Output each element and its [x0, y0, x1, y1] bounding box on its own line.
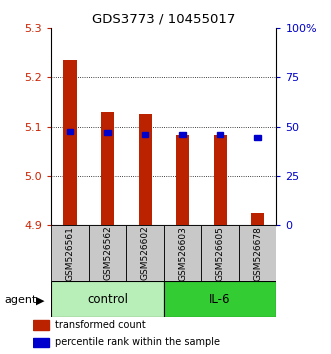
Bar	[213, 135, 227, 225]
Text: GSM526603: GSM526603	[178, 225, 187, 281]
Bar	[51, 225, 89, 281]
Text: GSM526562: GSM526562	[103, 226, 112, 280]
Bar	[179, 132, 186, 137]
Bar	[67, 129, 73, 134]
Text: GSM526602: GSM526602	[141, 226, 150, 280]
Bar	[126, 225, 164, 281]
Title: GDS3773 / 10455017: GDS3773 / 10455017	[92, 13, 236, 26]
Text: transformed count: transformed count	[55, 320, 146, 330]
Bar	[239, 225, 276, 281]
Text: GSM526561: GSM526561	[66, 225, 74, 281]
Bar	[254, 135, 261, 140]
Text: GSM526605: GSM526605	[215, 225, 225, 281]
Bar	[101, 112, 114, 225]
Bar	[139, 114, 152, 225]
Bar	[104, 131, 111, 135]
Text: percentile rank within the sample: percentile rank within the sample	[55, 337, 220, 348]
Text: agent: agent	[4, 295, 36, 305]
Bar	[176, 135, 189, 225]
Bar	[164, 225, 201, 281]
Text: ▶: ▶	[36, 295, 44, 305]
Bar	[164, 281, 276, 317]
Text: GSM526678: GSM526678	[253, 225, 262, 281]
Bar	[89, 225, 126, 281]
Text: control: control	[87, 293, 128, 306]
Bar	[142, 132, 149, 137]
Bar	[251, 212, 264, 225]
Bar	[64, 60, 77, 225]
Bar	[51, 281, 164, 317]
Bar	[217, 132, 223, 137]
Text: IL-6: IL-6	[210, 293, 231, 306]
Bar	[33, 338, 49, 347]
Bar	[33, 320, 49, 330]
Bar	[201, 225, 239, 281]
